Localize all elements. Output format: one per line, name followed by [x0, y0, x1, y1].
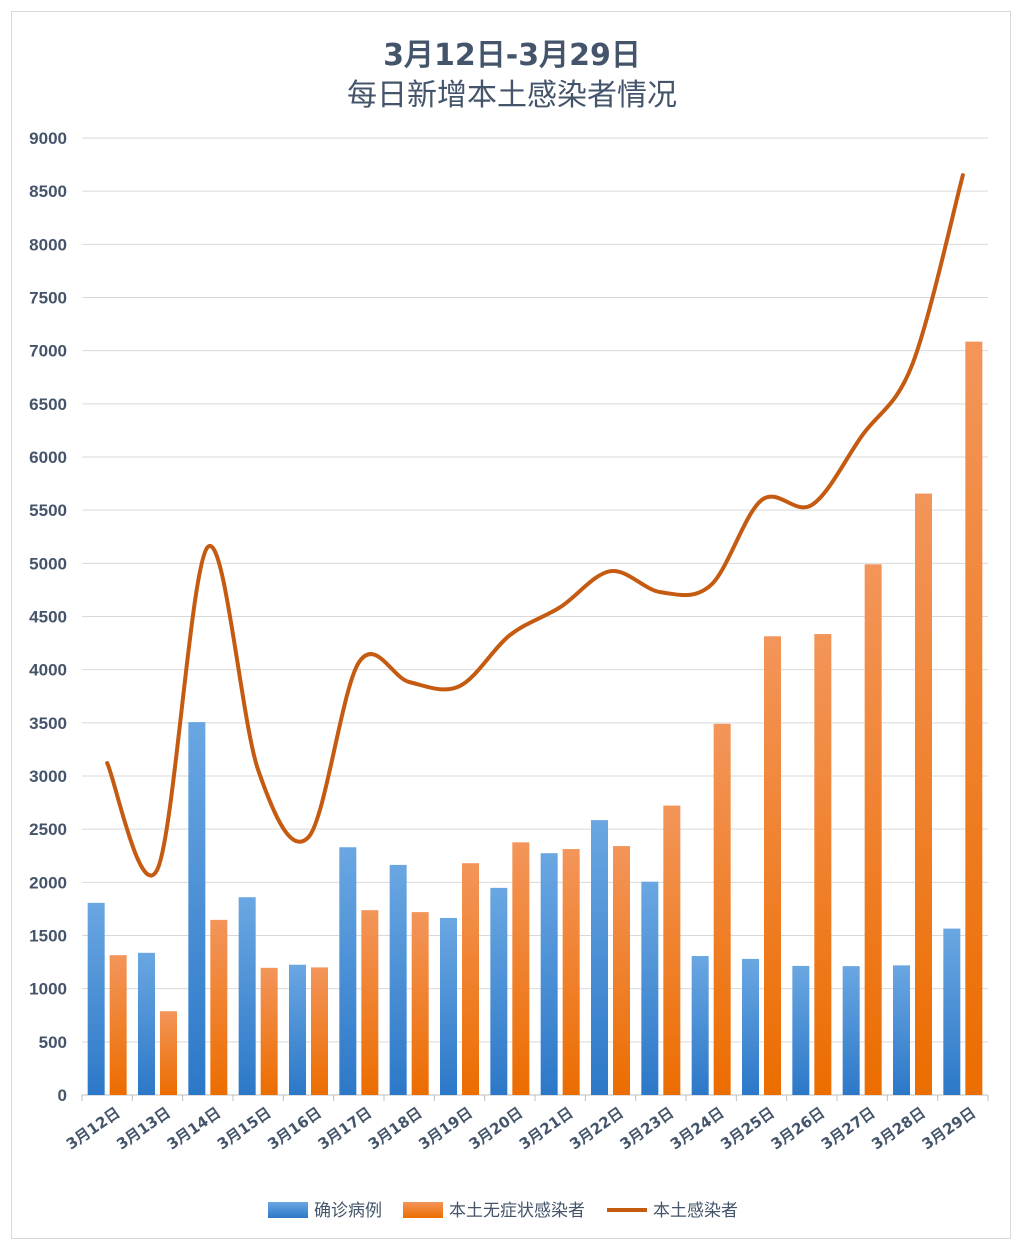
bar-confirmed [138, 952, 155, 1095]
bar-asymptomatic [713, 723, 731, 1095]
bar-confirmed [792, 965, 810, 1095]
y-tick-label: 2500 [29, 820, 67, 839]
bar-confirmed [591, 820, 608, 1095]
bar-confirmed [742, 958, 759, 1095]
bar-confirmed [490, 887, 508, 1095]
bar-asymptomatic [562, 849, 580, 1095]
bar-confirmed [87, 902, 105, 1095]
legend-asymptomatic-swatch [403, 1202, 443, 1218]
bar-asymptomatic [210, 919, 228, 1095]
y-tick-label: 2000 [29, 873, 67, 892]
bar-confirmed [389, 864, 407, 1095]
x-tick-label: 3月23日 [617, 1104, 678, 1154]
x-tick-label: 3月19日 [415, 1104, 476, 1154]
y-tick-label: 1500 [29, 927, 67, 946]
bar-confirmed [289, 964, 306, 1095]
y-tick-label: 8000 [29, 235, 67, 254]
y-tick-label: 6000 [29, 448, 67, 467]
chart-subtitle: 每日新增本土感染者情况 [347, 78, 677, 113]
y-tick-label: 0 [58, 1086, 67, 1105]
bar-asymptomatic [965, 341, 983, 1096]
x-tick-label: 3月17日 [315, 1104, 376, 1154]
x-tick-label: 3月29日 [919, 1104, 980, 1154]
bar-asymptomatic [512, 842, 530, 1095]
y-tick-label: 3000 [29, 767, 67, 786]
y-tick-label: 4000 [29, 661, 67, 680]
bar-asymptomatic [613, 846, 630, 1095]
legend-local-label: 本土感染者 [653, 1201, 738, 1221]
bar-asymptomatic [814, 634, 832, 1095]
x-tick-label: 3月13日 [113, 1104, 174, 1154]
y-tick-label: 6500 [29, 395, 67, 414]
legend-asymptomatic-label: 本土无症状感染者 [449, 1201, 585, 1221]
bar-asymptomatic [864, 564, 882, 1095]
x-tick-label: 3月28日 [868, 1104, 929, 1154]
y-tick-label: 500 [39, 1033, 67, 1052]
y-tick-label: 7500 [29, 289, 67, 308]
x-tick-label: 3月14日 [164, 1104, 225, 1154]
y-tick-label: 3500 [29, 714, 67, 733]
bar-asymptomatic [160, 1011, 177, 1095]
y-tick-label: 5000 [29, 554, 67, 573]
bar-confirmed [893, 965, 910, 1095]
bar-confirmed [339, 847, 357, 1095]
line-local-infections [105, 173, 965, 878]
bar-confirmed [238, 897, 256, 1095]
y-tick-label: 4500 [29, 608, 67, 627]
x-tick-label: 3月18日 [365, 1104, 426, 1154]
bar-confirmed [540, 853, 558, 1095]
bar-asymptomatic [462, 863, 479, 1095]
bar-confirmed [440, 917, 457, 1095]
x-tick-label: 3月26日 [768, 1104, 829, 1154]
bar-confirmed [641, 881, 659, 1095]
bar-asymptomatic [109, 955, 127, 1095]
x-tick-label: 3月20日 [466, 1104, 527, 1154]
x-tick-label: 3月24日 [667, 1104, 728, 1154]
x-tick-label: 3月22日 [566, 1104, 627, 1154]
bar-asymptomatic [311, 967, 328, 1095]
bar-asymptomatic [361, 910, 379, 1095]
y-tick-label: 1000 [29, 980, 67, 999]
chart-title: 3月12日-3月29日 [383, 38, 641, 73]
bar-confirmed [943, 928, 961, 1095]
y-tick-label: 5500 [29, 501, 67, 520]
y-tick-label: 8500 [29, 182, 67, 201]
bar-confirmed [188, 722, 206, 1095]
bar-asymptomatic [260, 967, 278, 1095]
bar-asymptomatic [764, 636, 781, 1095]
x-tick-label: 3月15日 [214, 1104, 275, 1154]
y-tick-label: 7000 [29, 342, 67, 361]
x-tick-label: 3月12日 [63, 1104, 124, 1154]
bar-asymptomatic [663, 805, 681, 1095]
bar-asymptomatic [915, 493, 932, 1095]
bar-confirmed [842, 966, 860, 1095]
legend-confirmed-swatch [268, 1202, 308, 1218]
y-tick-label: 9000 [29, 129, 67, 148]
legend-confirmed-label: 确诊病例 [314, 1201, 382, 1221]
x-tick-label: 3月25日 [717, 1104, 778, 1154]
x-tick-label: 3月27日 [818, 1104, 879, 1154]
x-tick-label: 3月16日 [264, 1104, 325, 1154]
bar-asymptomatic [411, 912, 429, 1095]
x-tick-label: 3月21日 [516, 1104, 577, 1154]
bar-confirmed [691, 956, 709, 1095]
